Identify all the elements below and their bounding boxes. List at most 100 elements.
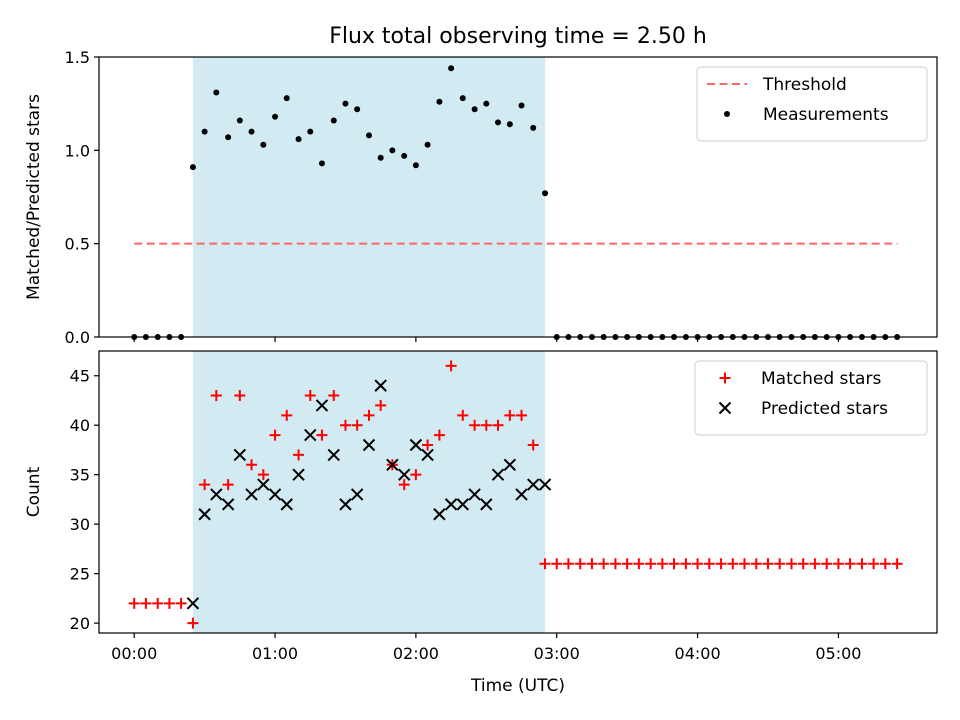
data-point bbox=[727, 558, 739, 570]
data-point bbox=[339, 498, 352, 511]
data-point bbox=[386, 458, 399, 471]
data-point bbox=[248, 128, 255, 135]
data-point bbox=[809, 558, 821, 570]
y-tick-label: 0.0 bbox=[65, 328, 90, 347]
y-tick-label: 0.5 bbox=[65, 235, 90, 254]
data-point bbox=[609, 558, 621, 570]
data-point bbox=[410, 469, 422, 481]
data-point bbox=[542, 190, 549, 197]
data-point bbox=[222, 479, 234, 491]
data-point bbox=[140, 597, 152, 609]
data-point bbox=[459, 95, 466, 102]
data-point bbox=[692, 558, 704, 570]
data-point bbox=[506, 121, 513, 128]
data-point bbox=[362, 438, 376, 452]
data-point bbox=[186, 597, 200, 610]
bottom-axes-frame bbox=[98, 350, 938, 634]
data-point bbox=[574, 558, 586, 570]
data-point bbox=[480, 498, 493, 511]
data-point bbox=[409, 438, 423, 452]
data-point bbox=[225, 134, 232, 141]
data-point bbox=[199, 479, 211, 491]
data-point bbox=[295, 136, 302, 143]
data-point bbox=[246, 459, 258, 471]
x-tick-label: 00:00 bbox=[111, 644, 157, 663]
legend-marker bbox=[719, 372, 731, 384]
legend-box bbox=[694, 360, 928, 436]
data-point bbox=[245, 488, 258, 501]
data-point bbox=[281, 409, 293, 421]
data-point bbox=[504, 409, 516, 421]
data-point bbox=[377, 154, 384, 161]
data-point bbox=[656, 558, 668, 570]
data-point bbox=[163, 597, 175, 609]
data-point bbox=[234, 390, 246, 402]
x-axis-label: Time (UTC) bbox=[470, 676, 565, 696]
data-point bbox=[551, 558, 563, 570]
legend-box bbox=[696, 66, 928, 142]
data-point bbox=[469, 419, 481, 431]
legend-label: Threshold bbox=[762, 75, 847, 95]
data-point bbox=[412, 162, 419, 169]
data-point bbox=[422, 439, 434, 451]
data-point bbox=[457, 409, 469, 421]
data-point bbox=[189, 164, 196, 171]
top-axes-frame bbox=[98, 56, 938, 338]
data-point bbox=[527, 478, 540, 491]
data-point bbox=[433, 429, 445, 441]
data-point bbox=[375, 399, 387, 411]
data-point bbox=[397, 468, 411, 481]
data-point bbox=[318, 160, 325, 167]
y-tick-label: 30 bbox=[70, 515, 90, 534]
data-point bbox=[257, 469, 269, 481]
data-point bbox=[363, 409, 375, 421]
x-tick-label: 02:00 bbox=[393, 644, 439, 663]
data-point bbox=[233, 448, 247, 462]
data-point bbox=[260, 141, 267, 148]
data-point bbox=[175, 597, 187, 609]
data-point bbox=[444, 498, 458, 511]
x-tick-label: 05:00 bbox=[815, 644, 861, 663]
data-point bbox=[738, 558, 750, 570]
y-tick-label: 25 bbox=[70, 565, 90, 584]
data-point bbox=[152, 597, 164, 609]
data-point bbox=[703, 558, 715, 570]
top-panel: 0.0 0.5 1.0 1.5 Matched/Predicted stars Thres… bbox=[24, 48, 938, 347]
data-point bbox=[328, 390, 340, 402]
data-point bbox=[832, 558, 844, 570]
data-point bbox=[354, 106, 361, 113]
data-point bbox=[668, 558, 680, 570]
data-point bbox=[316, 429, 328, 441]
data-point bbox=[503, 458, 517, 471]
y-tick-label: 40 bbox=[70, 416, 90, 435]
data-point bbox=[210, 390, 222, 402]
data-point bbox=[351, 419, 363, 431]
bottom-series-predicted-stars bbox=[186, 379, 552, 610]
x-tick-label: 03:00 bbox=[534, 644, 580, 663]
data-point bbox=[304, 390, 316, 402]
data-point bbox=[257, 478, 270, 491]
data-point bbox=[424, 141, 431, 148]
data-point bbox=[350, 488, 364, 501]
data-point bbox=[844, 558, 856, 570]
data-point bbox=[492, 419, 504, 431]
data-point bbox=[539, 558, 551, 570]
legend-marker bbox=[718, 401, 732, 415]
bottom-y-axis-label: Count bbox=[24, 466, 44, 517]
bottom-panel: 20 25 30 35 40 45 00:00 01:00 02:00 03:00 04:00 05:… bbox=[24, 350, 938, 663]
data-point bbox=[327, 448, 340, 462]
data-point bbox=[330, 117, 337, 124]
legend-marker bbox=[724, 111, 730, 117]
data-point bbox=[480, 419, 492, 431]
data-point bbox=[293, 449, 305, 461]
data-point bbox=[562, 558, 574, 570]
data-point bbox=[762, 558, 774, 570]
data-point bbox=[436, 98, 443, 105]
data-point bbox=[292, 468, 305, 481]
top-y-axis-label: Matched/Predicted stars bbox=[24, 94, 44, 300]
data-point bbox=[891, 558, 903, 570]
data-point bbox=[516, 409, 528, 421]
data-point bbox=[856, 558, 868, 570]
data-point bbox=[879, 558, 891, 570]
